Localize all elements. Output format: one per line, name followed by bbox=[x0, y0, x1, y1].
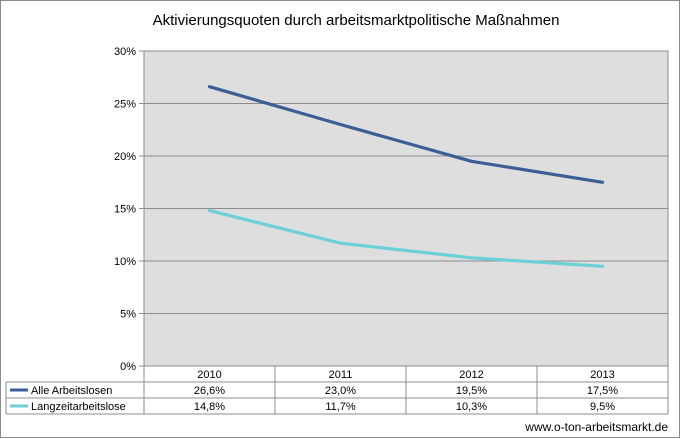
x-tick-label: 2010 bbox=[197, 369, 221, 381]
y-tick-label: 0% bbox=[120, 361, 136, 373]
data-point bbox=[339, 123, 342, 126]
data-label: 17,5% bbox=[587, 385, 618, 397]
y-tick-label: 10% bbox=[114, 256, 136, 268]
data-point bbox=[339, 241, 342, 245]
data-point bbox=[470, 256, 473, 260]
y-tick-label: 15% bbox=[114, 204, 136, 216]
data-label: 9,5% bbox=[590, 401, 615, 413]
y-tick-label: 25% bbox=[114, 99, 136, 111]
legend-label: Alle Arbeitslosen bbox=[31, 385, 112, 397]
data-point bbox=[601, 264, 604, 268]
data-label: 23,0% bbox=[325, 385, 356, 397]
data-point bbox=[208, 85, 211, 89]
y-tick-label: 20% bbox=[114, 151, 136, 163]
series-line-2 bbox=[207, 209, 605, 268]
x-tick-label: 2011 bbox=[329, 369, 353, 381]
source-text: www.o-ton-arbeitsmarkt.de bbox=[524, 420, 668, 434]
series-line-1 bbox=[207, 85, 605, 184]
series-lines bbox=[207, 85, 605, 268]
data-label: 19,5% bbox=[456, 385, 487, 397]
data-label: 26,6% bbox=[194, 385, 225, 397]
data-point bbox=[601, 180, 604, 184]
data-label: 10,3% bbox=[456, 401, 487, 413]
data-point bbox=[470, 159, 473, 163]
x-tick-label: 2012 bbox=[459, 369, 483, 381]
data-label: 11,7% bbox=[325, 401, 356, 413]
x-tick-label: 2013 bbox=[590, 369, 614, 381]
data-label: 14,8% bbox=[194, 401, 225, 413]
data-point bbox=[208, 209, 211, 213]
y-tick-label: 30% bbox=[114, 46, 136, 58]
y-tick-label: 5% bbox=[120, 309, 136, 321]
y-axis: 0% 5% 10% 15% 20% 25% 30% bbox=[114, 46, 144, 373]
data-table: 2010 2011 2012 2013 Alle Arbeitslosen 26,6% 23… bbox=[5, 365, 669, 415]
legend-label: Langzeitarbeitslose bbox=[31, 401, 126, 413]
chart-title: Aktivierungsquoten durch arbeitsmarktpol… bbox=[153, 12, 560, 29]
